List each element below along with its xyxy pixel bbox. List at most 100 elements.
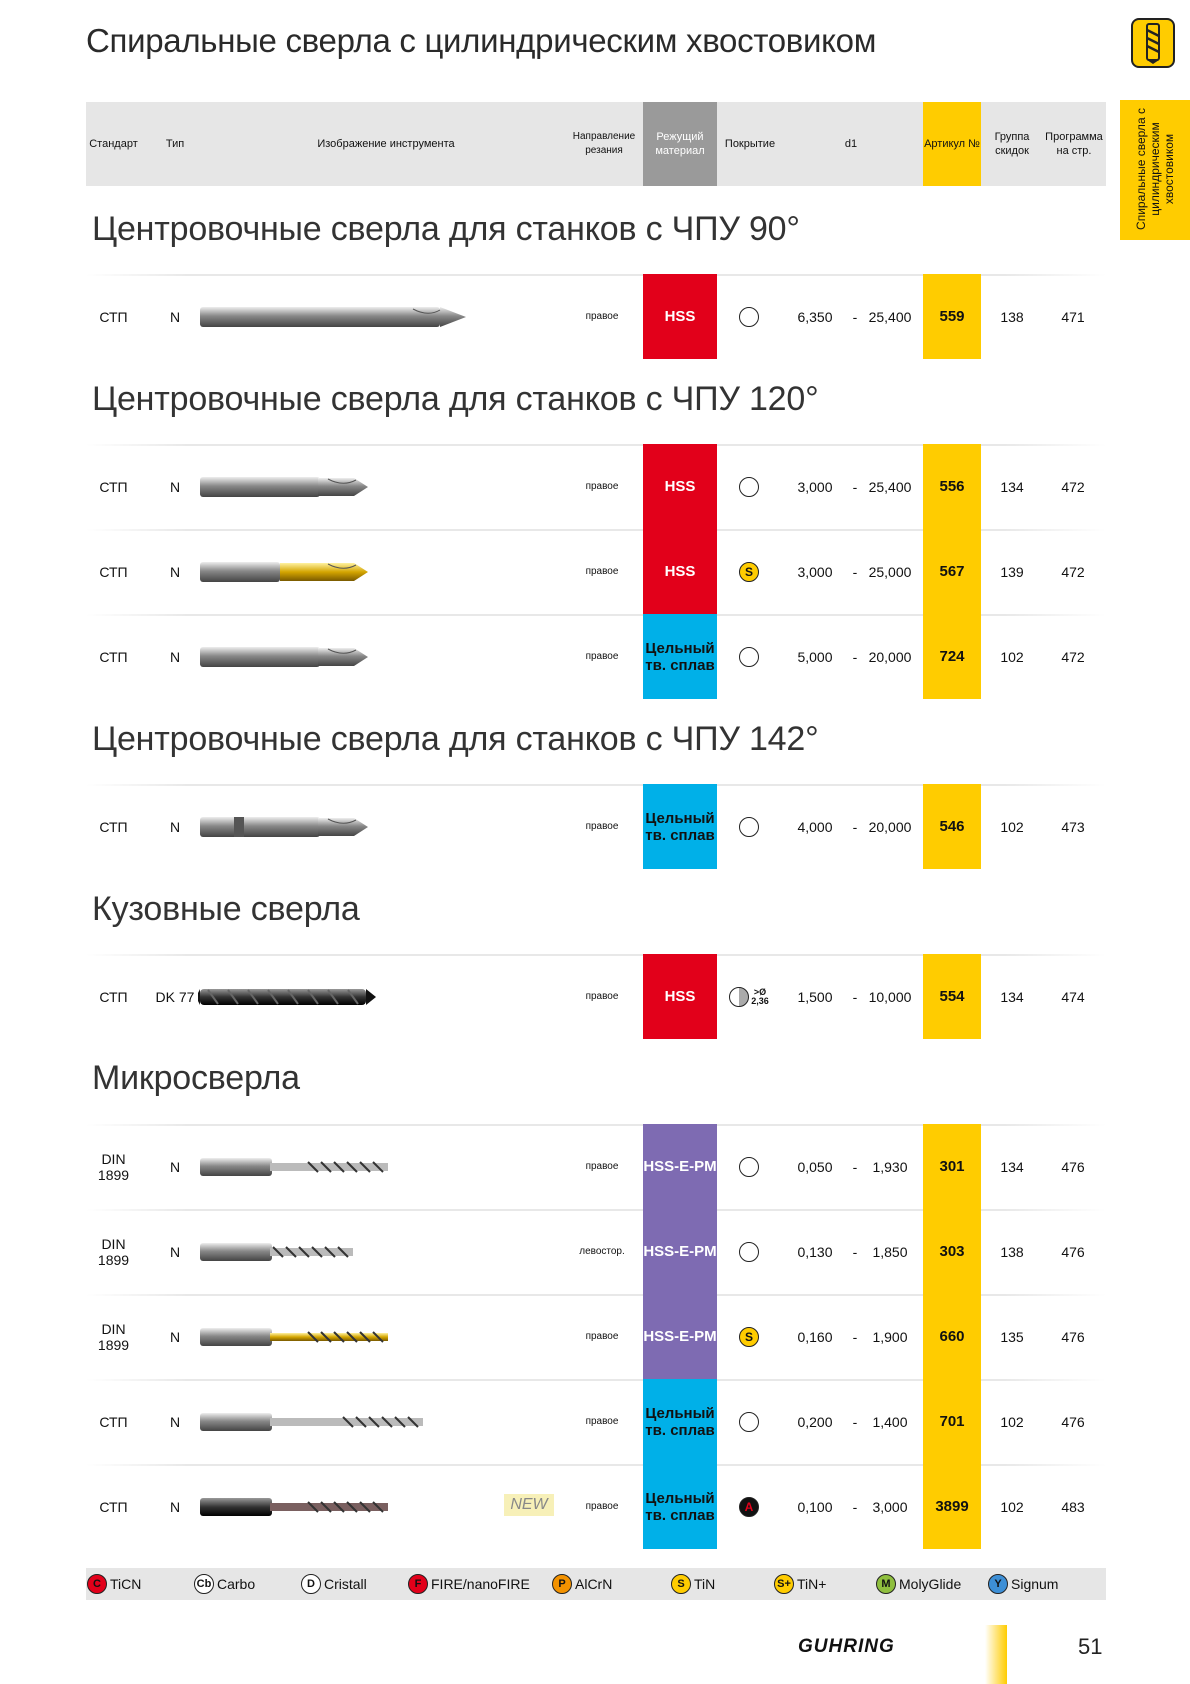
coating-cell <box>728 1124 770 1209</box>
type-cell: N <box>169 478 181 495</box>
program-cell[interactable]: 473 <box>1061 818 1085 835</box>
tool-image <box>198 642 378 677</box>
tool-image <box>196 982 378 1017</box>
firenanofire-icon: F <box>408 1574 428 1594</box>
ticn-icon: C <box>87 1574 107 1594</box>
coating-cell: S <box>728 1294 770 1379</box>
d1-to-cell: 20,000 <box>868 818 912 835</box>
standard-cell: СТП <box>99 1413 128 1430</box>
d1-from-cell: 0,130 <box>797 1243 833 1260</box>
article-cell[interactable]: 559 <box>923 274 981 359</box>
article-cell[interactable]: 554 <box>923 954 981 1039</box>
program-cell[interactable]: 476 <box>1061 1158 1085 1175</box>
article-cell[interactable]: 660 <box>923 1294 981 1379</box>
article-cell[interactable]: 303 <box>923 1209 981 1294</box>
material-cell: Цельный тв. сплав <box>643 1379 717 1464</box>
uncoated-icon <box>739 306 759 327</box>
d1-dash: - <box>852 478 858 495</box>
d1-from-cell: 3,000 <box>797 478 833 495</box>
program-cell[interactable]: 471 <box>1061 308 1085 325</box>
program-cell[interactable]: 474 <box>1061 988 1085 1005</box>
program-cell[interactable]: 472 <box>1061 648 1085 665</box>
direction-cell: правое <box>585 650 619 662</box>
group-cell: 135 <box>1000 1328 1024 1345</box>
header-group: Группа скидок <box>994 131 1030 157</box>
article-cell[interactable]: 546 <box>923 784 981 869</box>
direction-cell: правое <box>585 1160 619 1172</box>
article-cell[interactable]: 724 <box>923 614 981 699</box>
d1-from-cell: 0,200 <box>797 1413 833 1430</box>
tin-coating-icon: S <box>739 1326 759 1347</box>
coating-cell <box>728 274 770 359</box>
side-tab[interactable]: Спиральные сверла с цилиндрическим хвост… <box>1120 100 1190 240</box>
brand-logo: GUHRING <box>798 1636 895 1657</box>
article-cell[interactable]: 567 <box>923 529 981 614</box>
row-separator <box>86 444 1106 446</box>
material-cell: HSS <box>643 274 717 359</box>
legend-label: Signum <box>1011 1576 1059 1592</box>
alcrn-icon: P <box>552 1574 572 1594</box>
d1-dash: - <box>852 1243 858 1260</box>
type-cell: N <box>169 648 181 665</box>
coating-cell <box>728 784 770 869</box>
type-cell: DK 77 <box>155 988 195 1005</box>
direction-cell: правое <box>585 310 619 322</box>
coating-cell: A <box>728 1464 770 1549</box>
material-cell: HSS-E-PM <box>643 1124 717 1209</box>
d1-dash: - <box>852 563 858 580</box>
material-cell: HSS <box>643 954 717 1039</box>
uncoated-icon <box>739 1241 759 1262</box>
tool-image <box>198 1237 428 1272</box>
program-cell[interactable]: 483 <box>1061 1498 1085 1515</box>
program-cell[interactable]: 472 <box>1061 563 1085 580</box>
material-cell: HSS <box>643 444 717 529</box>
coating-cell <box>728 1209 770 1294</box>
uncoated-icon <box>739 1411 759 1432</box>
d1-from-cell: 0,160 <box>797 1328 833 1345</box>
uncoated-icon <box>739 476 759 497</box>
standard-cell: СТП <box>99 818 128 835</box>
table-row: СТП N NEW правое Цельный тв. сплав A 0,100 -3,0… <box>86 1464 1106 1549</box>
page-title: Спиральные сверла с цилиндрическим хвост… <box>86 22 877 59</box>
legend-label: MolyGlide <box>899 1576 962 1592</box>
program-cell[interactable]: 476 <box>1061 1328 1085 1345</box>
tool-image <box>198 472 378 507</box>
legend-item: D Cristall <box>301 1573 367 1595</box>
direction-cell: правое <box>585 1330 619 1342</box>
program-cell[interactable]: 476 <box>1061 1243 1085 1260</box>
article-cell[interactable]: 556 <box>923 444 981 529</box>
d1-to-cell: 3,000 <box>872 1498 908 1515</box>
uncoated-icon <box>739 646 759 667</box>
row-separator <box>86 274 1106 276</box>
standard-cell: DIN 1899 <box>97 1320 130 1353</box>
program-cell[interactable]: 476 <box>1061 1413 1085 1430</box>
coating-legend: C TiCN Cb Carbo D Cristall F FIRE/nanoFIRE P AlCr… <box>86 1568 1106 1600</box>
group-cell: 102 <box>1000 1413 1024 1430</box>
d1-from-cell: 5,000 <box>797 648 833 665</box>
row-separator <box>86 954 1106 956</box>
group-cell: 138 <box>1000 1243 1024 1260</box>
group-cell: 134 <box>1000 1158 1024 1175</box>
type-cell: N <box>169 1498 181 1515</box>
header-article: Артикул № <box>923 102 981 186</box>
header-program: Программа на стр. <box>1045 131 1103 157</box>
tool-image <box>198 1152 428 1187</box>
coating-cell: >Ø 2,36 <box>728 954 770 1039</box>
type-cell: N <box>169 563 181 580</box>
brand-bar <box>985 1625 1007 1684</box>
group-cell: 138 <box>1000 308 1024 325</box>
row-separator <box>86 1124 1106 1126</box>
material-cell: HSS <box>643 529 717 614</box>
group-cell: 134 <box>1000 478 1024 495</box>
d1-dash: - <box>852 308 858 325</box>
standard-cell: СТП <box>99 478 128 495</box>
table-row: СТП DK 77 правое HSS >Ø 2,36 1,500 -10,000 554 13… <box>86 954 1106 1039</box>
article-cell[interactable]: 3899 <box>923 1464 981 1549</box>
legend-label: Carbo <box>217 1576 256 1592</box>
article-cell[interactable]: 301 <box>923 1124 981 1209</box>
program-cell[interactable]: 472 <box>1061 478 1085 495</box>
group-cell: 134 <box>1000 988 1024 1005</box>
article-cell[interactable]: 701 <box>923 1379 981 1464</box>
